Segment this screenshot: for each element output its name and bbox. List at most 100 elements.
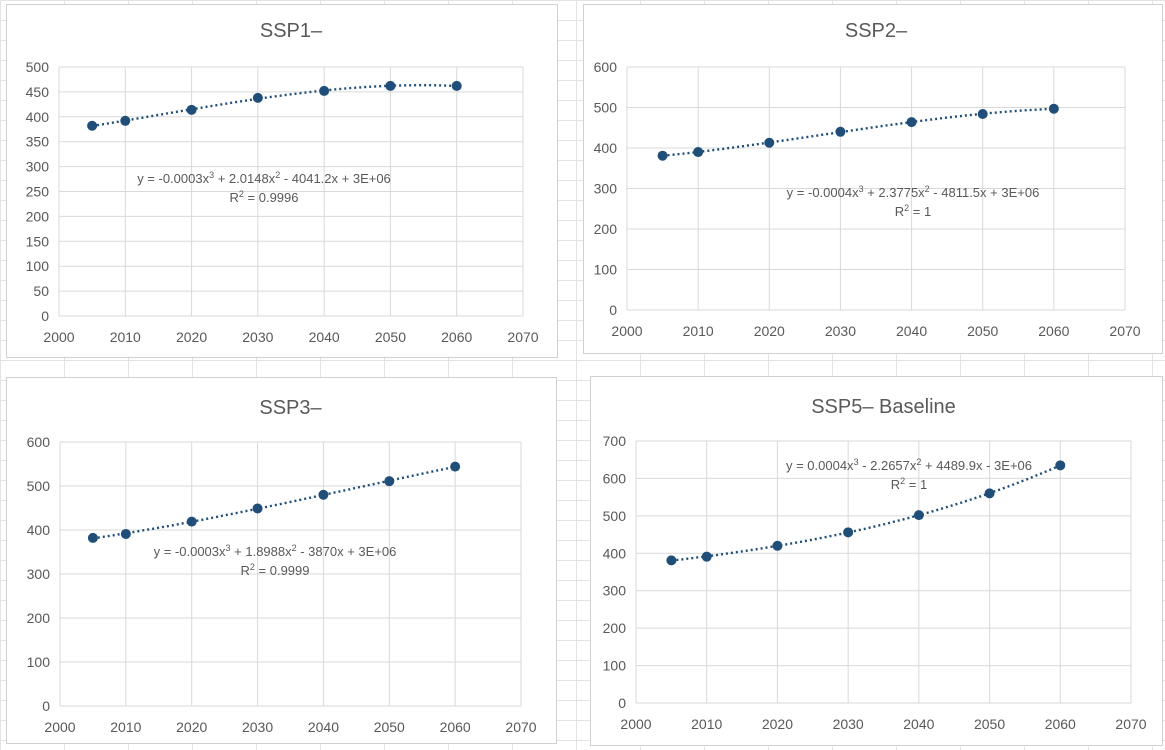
y-tick-label: 400	[27, 522, 51, 538]
y-tick-label: 200	[27, 610, 51, 626]
data-point[interactable]	[319, 85, 330, 96]
x-tick-label: 2020	[754, 323, 785, 339]
data-point[interactable]	[450, 461, 461, 472]
trendline-equation: y = -0.0003x3 + 1.8988x2 - 3870x + 3E+06	[154, 543, 397, 559]
data-point[interactable]	[120, 115, 131, 126]
data-point[interactable]	[87, 120, 98, 131]
x-tick-label: 2000	[620, 716, 651, 732]
y-tick-label: 100	[594, 262, 618, 278]
data-point[interactable]	[186, 104, 197, 115]
trendline	[671, 464, 1061, 562]
trendline	[92, 465, 456, 540]
x-tick-label: 2000	[611, 323, 642, 339]
y-tick-label: 0	[42, 698, 50, 714]
trendline	[662, 107, 1054, 157]
chart-title: SSP3–	[259, 397, 322, 419]
data-point[interactable]	[1055, 460, 1066, 471]
y-tick-label: 400	[26, 109, 50, 125]
x-tick-label: 2050	[974, 716, 1005, 732]
y-tick-label: 0	[41, 308, 49, 324]
y-tick-label: 300	[594, 181, 618, 197]
y-tick-label: 500	[26, 59, 50, 75]
x-tick-label: 2070	[1109, 323, 1140, 339]
data-point[interactable]	[1048, 103, 1059, 114]
data-point[interactable]	[451, 80, 462, 91]
data-point[interactable]	[701, 551, 712, 562]
y-tick-label: 250	[26, 184, 50, 200]
data-point[interactable]	[385, 80, 396, 91]
y-tick-label: 300	[26, 159, 50, 175]
x-tick-label: 2010	[691, 716, 722, 732]
x-tick-label: 2070	[1115, 716, 1146, 732]
y-tick-label: 600	[27, 434, 51, 450]
r-squared-label: R2 = 1	[891, 476, 927, 492]
data-point[interactable]	[318, 489, 329, 500]
data-point[interactable]	[252, 92, 263, 103]
data-point[interactable]	[843, 527, 854, 538]
y-tick-label: 700	[603, 433, 627, 449]
chart-ssp1[interactable]: SSP1– 0 50 100 150 200 250 300 350 400 450 500 2000 2…	[6, 4, 558, 358]
x-tick-label: 2010	[110, 329, 141, 345]
chart-ssp3[interactable]: SSP3– 0 100 200 300 400 500 600 2000 2010 2020 2030…	[6, 377, 557, 744]
data-point[interactable]	[657, 150, 668, 161]
y-tick-label: 500	[594, 100, 618, 116]
y-tick-label: 150	[26, 233, 50, 249]
y-tick-label: 100	[26, 258, 50, 274]
x-tick-label: 2030	[242, 719, 273, 735]
x-tick-label: 2060	[440, 719, 471, 735]
x-tick-label: 2010	[683, 323, 714, 339]
y-tick-label: 100	[603, 658, 627, 674]
chart-ssp2[interactable]: SSP2– 0 100 200 300 400 500 600 2000 2010 2020 2030…	[583, 4, 1163, 354]
x-tick-label: 2020	[762, 716, 793, 732]
trendline-equation: y = -0.0004x3 + 2.3775x2 - 4811.5x + 3E+…	[787, 184, 1040, 200]
data-point[interactable]	[666, 555, 677, 566]
y-tick-label: 300	[603, 583, 627, 599]
x-tick-label: 2030	[833, 716, 864, 732]
data-point[interactable]	[772, 540, 783, 551]
x-tick-label: 2050	[967, 323, 998, 339]
x-tick-label: 2000	[44, 719, 75, 735]
y-tick-label: 50	[33, 283, 49, 299]
y-tick-label: 600	[594, 59, 618, 75]
x-tick-label: 2000	[43, 329, 74, 345]
trendline-equation: y = 0.0004x3 - 2.2657x2 + 4489.9x - 3E+0…	[786, 457, 1032, 473]
data-point[interactable]	[906, 117, 917, 128]
x-tick-label: 2070	[505, 719, 536, 735]
data-point[interactable]	[87, 532, 98, 543]
y-tick-label: 400	[603, 545, 627, 561]
x-tick-label: 2030	[242, 329, 273, 345]
y-tick-label: 200	[26, 208, 50, 224]
data-point[interactable]	[984, 488, 995, 499]
r-squared-label: R2 = 0.9999	[241, 562, 310, 578]
y-tick-label: 500	[603, 508, 627, 524]
chart-title: SSP1–	[260, 20, 323, 42]
chart-title: SSP2–	[845, 20, 908, 42]
data-point[interactable]	[913, 510, 924, 521]
data-point[interactable]	[835, 126, 846, 137]
y-tick-label: 450	[26, 84, 50, 100]
data-point[interactable]	[252, 503, 263, 514]
y-tick-label: 100	[27, 654, 51, 670]
trendline-equation: y = -0.0003x3 + 2.0148x2 - 4041.2x + 3E+…	[137, 170, 391, 186]
y-tick-label: 400	[594, 140, 618, 156]
y-tick-label: 0	[609, 302, 617, 318]
y-tick-label: 200	[594, 221, 618, 237]
x-tick-label: 2060	[441, 329, 472, 345]
data-point[interactable]	[693, 147, 704, 158]
data-point[interactable]	[764, 137, 775, 148]
r-squared-label: R2 = 1	[895, 203, 931, 219]
y-tick-label: 350	[26, 134, 50, 150]
data-point[interactable]	[384, 476, 395, 487]
x-tick-label: 2040	[308, 719, 339, 735]
chart-ssp5-baseline[interactable]: SSP5– Baseline 0 100 200 300 400 500 600 700 2000…	[590, 376, 1163, 746]
y-tick-label: 0	[618, 695, 626, 711]
x-tick-label: 2040	[309, 329, 340, 345]
data-point[interactable]	[120, 528, 131, 539]
data-point[interactable]	[186, 516, 197, 527]
y-tick-label: 200	[603, 620, 627, 636]
data-point[interactable]	[977, 108, 988, 119]
y-tick-label: 600	[603, 470, 627, 486]
x-tick-label: 2040	[896, 323, 927, 339]
x-tick-label: 2070	[507, 329, 538, 345]
x-tick-label: 2040	[903, 716, 934, 732]
